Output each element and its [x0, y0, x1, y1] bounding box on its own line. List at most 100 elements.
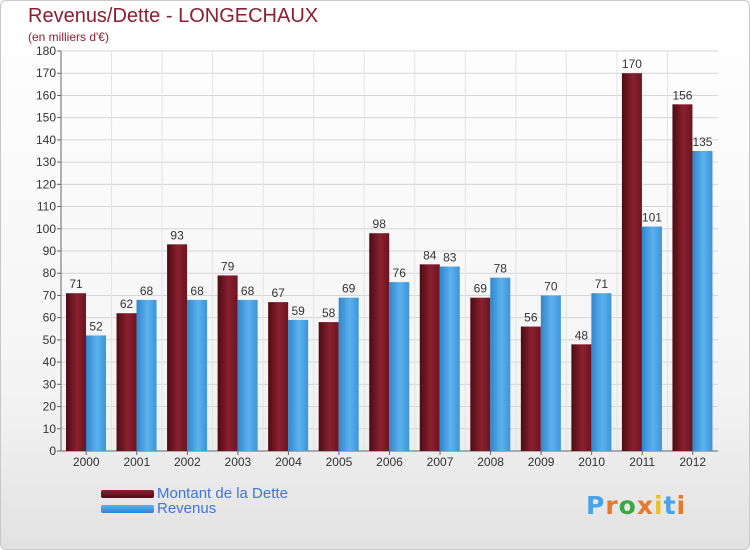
data-label-revenus-2000: 52 [89, 319, 103, 333]
legend-label-dette: Montant de la Dette [157, 485, 288, 502]
logo-letter: t [663, 491, 677, 520]
y-tick-label: 160 [36, 88, 56, 102]
data-label-dette-2009: 56 [524, 311, 538, 325]
data-label-revenus-2012: 135 [692, 135, 712, 149]
data-label-revenus-2007: 83 [443, 251, 457, 265]
x-tick-label-2011: 2011 [629, 455, 655, 469]
chart-title: Revenus/Dette - LONGECHAUX [28, 5, 319, 27]
data-label-dette-2000: 71 [69, 277, 83, 291]
data-label-dette-2005: 58 [322, 306, 336, 320]
data-label-revenus-2006: 76 [393, 266, 407, 280]
y-tick-label: 80 [43, 266, 57, 280]
bar-revenus-2001 [136, 299, 157, 451]
data-label-revenus-2011: 101 [642, 211, 662, 225]
bar-dette-2005 [318, 322, 339, 451]
y-tick-label: 170 [36, 66, 56, 80]
data-label-revenus-2008: 78 [494, 262, 508, 276]
y-tick-label: 140 [36, 133, 56, 147]
y-tick-label: 130 [36, 155, 56, 169]
y-tick-label: 30 [43, 377, 57, 391]
bars [66, 73, 713, 451]
data-label-dette-2008: 69 [474, 282, 488, 296]
y-tick-label: 100 [36, 222, 56, 236]
y-tick-label: 90 [43, 244, 57, 258]
bar-revenus-2009 [540, 295, 561, 451]
y-tick-label: 120 [36, 177, 56, 191]
legend-swatch-revenus [101, 505, 154, 513]
y-tick-label: 70 [43, 288, 57, 302]
bar-dette-2009 [520, 326, 541, 451]
bar-revenus-2004 [288, 319, 309, 451]
x-tick-label-2001: 2001 [123, 455, 150, 469]
bar-dette-2012 [672, 104, 693, 451]
logo-letter: x [636, 491, 654, 520]
data-label-revenus-2005: 69 [342, 282, 356, 296]
x-tick-label-2012: 2012 [679, 455, 706, 469]
data-label-revenus-2001: 68 [140, 284, 154, 298]
data-label-dette-2002: 93 [170, 228, 184, 242]
logo-letter: r [605, 491, 619, 520]
data-label-dette-2010: 48 [575, 328, 589, 342]
bar-dette-2011 [621, 73, 642, 451]
data-label-dette-2011: 170 [622, 57, 642, 71]
data-label-dette-2007: 84 [423, 248, 437, 262]
y-tick-label: 40 [43, 355, 57, 369]
bar-dette-2001 [116, 313, 137, 451]
legend-swatch-dette [101, 490, 154, 498]
bar-revenus-2003 [237, 299, 258, 451]
y-tick-labels: 0 10 20 30 40 50 60 70 80 90 100 110 120 130 140 150 160… [36, 44, 56, 458]
y-tick-label: 110 [37, 200, 56, 214]
x-tick-label-2004: 2004 [275, 455, 302, 469]
bar-revenus-2002 [187, 299, 208, 451]
data-label-revenus-2010: 71 [595, 277, 609, 291]
bar-dette-2004 [268, 302, 289, 451]
bar-revenus-2010 [591, 293, 612, 451]
bar-dette-2006 [369, 233, 390, 451]
x-tick-label-2007: 2007 [427, 455, 454, 469]
x-tick-label-2010: 2010 [578, 455, 605, 469]
x-tick-label-2009: 2009 [528, 455, 555, 469]
logo-letter: i [654, 491, 664, 520]
x-tick-label-2003: 2003 [225, 455, 252, 469]
logo-letter: o [618, 491, 637, 520]
bar-dette-2007 [419, 264, 440, 451]
bar-revenus-2005 [338, 297, 359, 451]
data-label-dette-2001: 62 [120, 297, 134, 311]
x-tick-labels: 2000 2001 2002 2003 2004 2005 2006 2007 2008 2009… [73, 455, 706, 469]
bar-revenus-2012 [692, 151, 713, 451]
y-tick-label: 0 [49, 444, 56, 458]
data-label-revenus-2002: 68 [190, 284, 204, 298]
bar-revenus-2007 [439, 266, 460, 451]
logo-letter: i [676, 491, 687, 520]
bar-revenus-2000 [86, 335, 106, 451]
y-tick-label: 150 [36, 111, 56, 125]
bar-dette-2002 [167, 244, 188, 451]
legend-label-revenus: Revenus [157, 500, 217, 517]
data-label-revenus-2003: 68 [241, 284, 255, 298]
data-label-dette-2012: 156 [672, 88, 692, 102]
bar-revenus-2011 [641, 226, 662, 451]
data-label-dette-2003: 79 [221, 259, 235, 273]
y-tick-label: 60 [43, 311, 57, 325]
y-tick-label: 50 [43, 333, 57, 347]
data-label-dette-2006: 98 [373, 217, 387, 231]
bar-dette-2003 [217, 275, 238, 451]
bar-dette-2010 [571, 344, 592, 451]
data-labels: 71 52 62 68 93 68 79 68 67 59 58 69 98 76 84 83 69 78 56 70… [69, 57, 712, 342]
y-tick-label: 20 [43, 400, 57, 414]
chart-unit-label: (en milliers d'€) [28, 30, 109, 44]
x-tick-label-2000: 2000 [73, 455, 100, 469]
y-tick-label: 180 [36, 44, 56, 58]
y-tick-label: 10 [43, 422, 57, 436]
data-label-revenus-2009: 70 [544, 279, 558, 293]
x-tick-label-2002: 2002 [174, 455, 201, 469]
bar-dette-2008 [470, 297, 491, 451]
data-label-revenus-2004: 59 [291, 304, 305, 318]
data-label-dette-2004: 67 [271, 286, 285, 300]
bar-dette-2000 [66, 293, 86, 451]
x-tick-label-2008: 2008 [477, 455, 504, 469]
x-tick-label-2006: 2006 [376, 455, 403, 469]
bar-revenus-2008 [490, 277, 511, 451]
